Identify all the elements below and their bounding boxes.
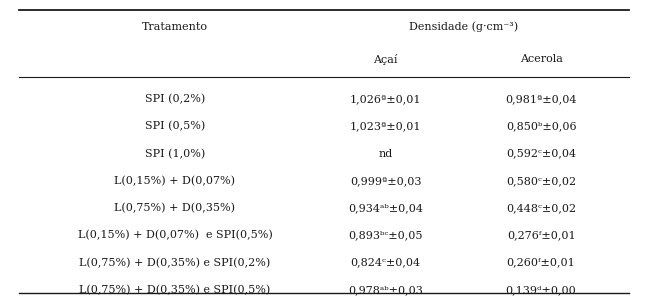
Text: 1,026ª±0,01: 1,026ª±0,01 (350, 94, 421, 104)
Text: 0,981ª±0,04: 0,981ª±0,04 (505, 94, 577, 104)
Text: 0,999ª±0,03: 0,999ª±0,03 (350, 176, 421, 186)
Text: L(0,75%) + D(0,35%) e SPI(0,5%): L(0,75%) + D(0,35%) e SPI(0,5%) (79, 285, 271, 295)
Text: 0,934ᵃᵇ±0,04: 0,934ᵃᵇ±0,04 (348, 203, 423, 213)
Text: 0,592ᶜ±0,04: 0,592ᶜ±0,04 (506, 149, 576, 159)
Text: L(0,15%) + D(0,07%): L(0,15%) + D(0,07%) (115, 176, 235, 186)
Text: SPI (0,5%): SPI (0,5%) (145, 121, 205, 131)
Text: 0,276ᶠ±0,01: 0,276ᶠ±0,01 (507, 230, 575, 240)
Text: nd: nd (378, 149, 393, 159)
Text: 0,824ᶜ±0,04: 0,824ᶜ±0,04 (351, 258, 421, 268)
Text: SPI (1,0%): SPI (1,0%) (145, 149, 205, 159)
Text: 0,580ᶜ±0,02: 0,580ᶜ±0,02 (506, 176, 576, 186)
Text: L(0,15%) + D(0,07%)  e SPI(0,5%): L(0,15%) + D(0,07%) e SPI(0,5%) (78, 230, 272, 240)
Text: 0,448ᶜ±0,02: 0,448ᶜ±0,02 (506, 203, 576, 213)
Text: SPI (0,2%): SPI (0,2%) (145, 94, 205, 104)
Text: Acerola: Acerola (520, 54, 562, 64)
Text: 0,850ᵇ±0,06: 0,850ᵇ±0,06 (506, 121, 576, 131)
Text: 0,978ᵃᵇ±0,03: 0,978ᵃᵇ±0,03 (348, 285, 423, 295)
Text: Densidade (g·cm⁻³): Densidade (g·cm⁻³) (409, 21, 518, 32)
Text: 0,139ᵈ±0,00: 0,139ᵈ±0,00 (505, 285, 577, 295)
Text: L(0,75%) + D(0,35%) e SPI(0,2%): L(0,75%) + D(0,35%) e SPI(0,2%) (79, 258, 271, 268)
Text: 0,260ᶠ±0,01: 0,260ᶠ±0,01 (507, 258, 575, 268)
Text: Tratamento: Tratamento (142, 22, 208, 32)
Text: 1,023ª±0,01: 1,023ª±0,01 (350, 121, 421, 131)
Text: Açaí: Açaí (373, 54, 398, 65)
Text: 0,893ᵇᶜ±0,05: 0,893ᵇᶜ±0,05 (349, 230, 422, 240)
Text: L(0,75%) + D(0,35%): L(0,75%) + D(0,35%) (115, 203, 235, 213)
